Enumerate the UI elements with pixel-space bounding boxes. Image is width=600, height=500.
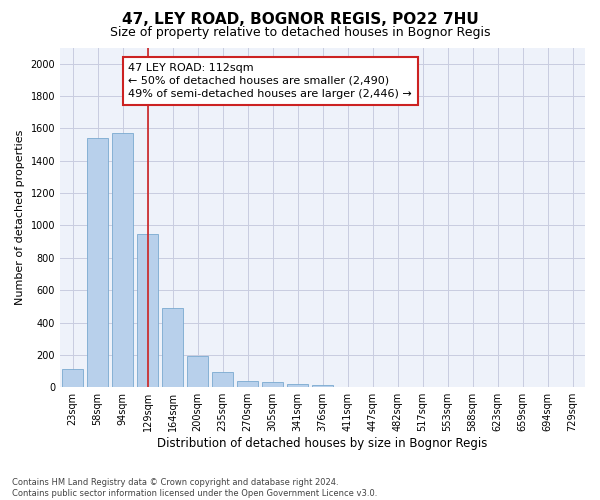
Text: 47, LEY ROAD, BOGNOR REGIS, PO22 7HU: 47, LEY ROAD, BOGNOR REGIS, PO22 7HU [122, 12, 478, 28]
Bar [112, 133, 133, 387]
Bar [87, 138, 108, 387]
Bar [312, 385, 333, 387]
Bar [187, 356, 208, 387]
Text: 47 LEY ROAD: 112sqm
← 50% of detached houses are smaller (2,490)
49% of semi-det: 47 LEY ROAD: 112sqm ← 50% of detached ho… [128, 63, 412, 99]
Bar [287, 384, 308, 387]
Bar [237, 380, 258, 387]
Bar [212, 372, 233, 387]
Text: Size of property relative to detached houses in Bognor Regis: Size of property relative to detached ho… [110, 26, 490, 39]
Bar [62, 370, 83, 387]
Bar [262, 382, 283, 387]
Bar [137, 234, 158, 387]
Text: Contains HM Land Registry data © Crown copyright and database right 2024.
Contai: Contains HM Land Registry data © Crown c… [12, 478, 377, 498]
Bar [162, 308, 183, 387]
X-axis label: Distribution of detached houses by size in Bognor Regis: Distribution of detached houses by size … [157, 437, 488, 450]
Y-axis label: Number of detached properties: Number of detached properties [15, 130, 25, 305]
